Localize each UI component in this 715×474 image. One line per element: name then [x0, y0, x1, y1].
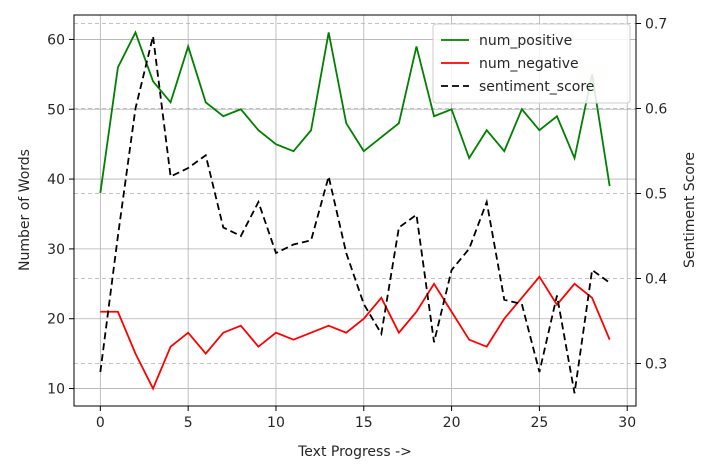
right-y-tick-label: 0.7: [645, 17, 667, 33]
right-y-tick-label: 0.6: [645, 102, 667, 118]
left-y-ticks: 10 20 30 40 50 60: [47, 32, 74, 398]
legend-label: sentiment_score: [479, 79, 594, 95]
legend-label: num_negative: [479, 56, 579, 72]
series-lines: [99, 30, 611, 394]
x-tick-label: 15: [355, 415, 373, 431]
series-line-num-positive: [99, 30, 611, 194]
x-tick-label: 0: [96, 415, 105, 431]
right-y-tick-label: 0.3: [645, 357, 667, 373]
series-line-num-negative: [100, 275, 611, 391]
series-line-sentiment-score: [99, 36, 611, 394]
x-tick-label: 10: [267, 415, 285, 431]
left-y-tick-label: 50: [47, 102, 65, 118]
right-y-ticks: 0.3 0.4 0.5 0.6 0.7: [636, 17, 667, 373]
left-y-grid: [74, 39, 636, 389]
legend: num_positive num_negative sentiment_score: [432, 23, 631, 104]
left-y-tick-label: 40: [47, 172, 65, 188]
x-ticks: 0 5 10 15 20 25 30: [96, 406, 636, 431]
x-axis-label: Text Progress ->: [297, 444, 412, 460]
left-y-tick-label: 60: [47, 32, 65, 48]
left-y-tick-label: 30: [47, 242, 65, 258]
x-tick-label: 30: [618, 415, 636, 431]
x-tick-label: 5: [184, 415, 193, 431]
right-y-axis-label: Sentiment Score: [682, 152, 698, 268]
right-y-tick-label: 0.5: [645, 187, 667, 203]
x-grid: [99, 15, 628, 406]
left-y-axis-label: Number of Words: [17, 149, 33, 271]
x-tick-label: 25: [530, 415, 548, 431]
x-tick-label: 20: [443, 415, 461, 431]
right-y-grid: [74, 23, 636, 364]
right-y-tick-label: 0.4: [645, 272, 667, 288]
legend-label: num_positive: [479, 33, 572, 49]
legend-box: [432, 23, 631, 104]
plot-frame: [73, 14, 637, 407]
left-y-tick-label: 20: [47, 312, 65, 328]
left-y-tick-label: 10: [47, 382, 65, 398]
